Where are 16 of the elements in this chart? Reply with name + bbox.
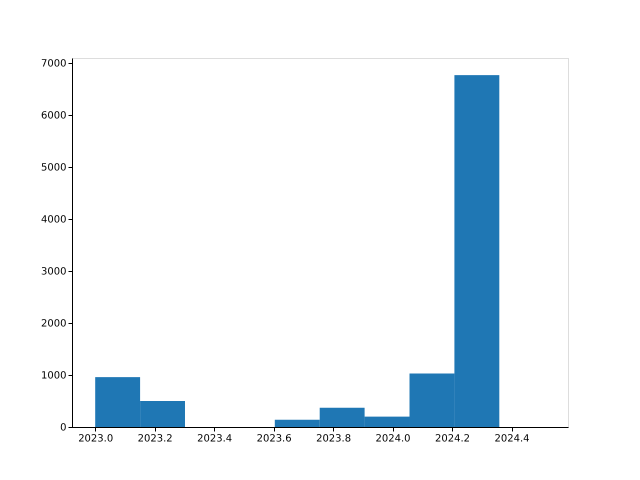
x-tick-label: 2023.4 bbox=[197, 434, 232, 444]
y-tick-label: 5000 bbox=[41, 162, 66, 174]
x-tick-label: 2024.2 bbox=[435, 434, 470, 444]
y-tick-label: 1000 bbox=[41, 370, 66, 382]
y-tick-label: 4000 bbox=[41, 214, 66, 226]
y-tick-label: 0 bbox=[60, 422, 66, 434]
y-tick-label: 7000 bbox=[41, 58, 66, 70]
x-tick-label: 2023.8 bbox=[316, 434, 352, 444]
y-tick-label: 2000 bbox=[41, 318, 66, 330]
y-tick-label: 6000 bbox=[41, 110, 66, 122]
x-tick-label: 2024.0 bbox=[376, 434, 411, 444]
x-tick-label: 2024.4 bbox=[494, 434, 530, 444]
x-tick-label: 2023.2 bbox=[138, 434, 173, 444]
x-tick-label: 2023.0 bbox=[78, 434, 114, 444]
y-tick-label: 3000 bbox=[41, 266, 66, 278]
x-tick-label: 2023.6 bbox=[256, 434, 292, 444]
